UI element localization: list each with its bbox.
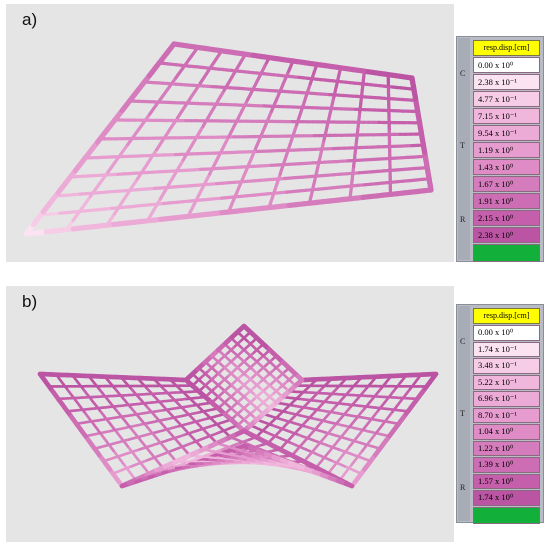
grid-rib: [338, 66, 343, 72]
panel-a: a): [6, 4, 454, 262]
legend-header: resp.disp.[cm]: [473, 40, 540, 56]
legend-side-letter-t: T: [460, 141, 465, 150]
grid-rib: [293, 372, 297, 377]
panel-label-b: b): [22, 292, 38, 311]
grid-rib: [267, 348, 272, 353]
legend-entry: 2.38 x 10⁻¹: [473, 74, 540, 90]
grid-rib: [286, 366, 291, 371]
grid-rib: [273, 354, 278, 359]
grid-rib: [290, 59, 295, 66]
grid-rib: [373, 375, 378, 380]
panel-label-a: a): [22, 10, 38, 29]
legend-entry: 4.77 x 10⁻¹: [473, 91, 540, 107]
panel-b: b): [6, 286, 454, 542]
grid-rib: [254, 336, 259, 341]
legend-over-range-box: [473, 244, 540, 262]
legend-side-letter-c: C: [460, 69, 466, 78]
grid-rib: [168, 378, 173, 382]
grid-rib: [403, 374, 408, 379]
grid-rib: [344, 376, 349, 381]
legend-entry: 1.19 x 10⁰: [473, 142, 540, 158]
grid-rib: [119, 376, 124, 381]
grid-rib: [71, 374, 76, 379]
legend-strip-a: [458, 38, 470, 260]
grid-rib: [260, 342, 265, 347]
legend-entry: 7.15 x 10⁻¹: [473, 108, 540, 124]
grid-rib: [240, 323, 247, 330]
grid-rib: [314, 378, 319, 382]
grid-rib: [37, 371, 44, 379]
saddle-grid-right: [241, 371, 439, 489]
legend-side-letter-r: R: [460, 215, 466, 224]
hypar-shell-plot-a: [23, 41, 434, 237]
grid-rib: [329, 377, 334, 382]
grid-rib: [136, 376, 140, 381]
legend-entry: 2.15 x 10⁰: [473, 210, 540, 226]
grid-rib: [432, 371, 439, 379]
grid-rib: [218, 49, 224, 56]
grid-rib: [266, 55, 271, 62]
grid-rib: [103, 375, 108, 380]
hypar-grid: [23, 41, 434, 237]
grid-rib: [242, 52, 247, 59]
grid-rib: [194, 45, 200, 53]
grid-rib: [152, 377, 156, 382]
legend-entry: 1.91 x 10⁰: [473, 193, 540, 209]
legend-entry: 1.43 x 10⁰: [473, 159, 540, 175]
grid-rib: [87, 374, 92, 379]
grid-rib: [54, 373, 60, 378]
grid-rib: [418, 373, 423, 378]
grid-rib: [358, 376, 363, 381]
grid-rib: [314, 62, 319, 69]
saddle-grid-top: [183, 323, 305, 434]
legend-entry: 2.38 x 10⁰: [473, 227, 540, 243]
grid-rib: [280, 360, 285, 365]
grid-rib: [168, 41, 177, 50]
legend-entry: 0.00 x 10⁰: [473, 57, 540, 73]
grid-rib: [298, 377, 305, 384]
saddle-grid-front: [119, 428, 355, 489]
grid-rib: [388, 374, 393, 379]
displacement-legend-a: C T R resp.disp.[cm] 0.00 x 10⁰ 2.38 x 10…: [456, 36, 544, 262]
legend-entry: 9.54 x 10⁻¹: [473, 125, 540, 141]
grid-rib: [248, 330, 252, 335]
saddle-shell-plot-b: [37, 323, 439, 489]
legend-entry: 1.67 x 10⁰: [473, 176, 540, 192]
